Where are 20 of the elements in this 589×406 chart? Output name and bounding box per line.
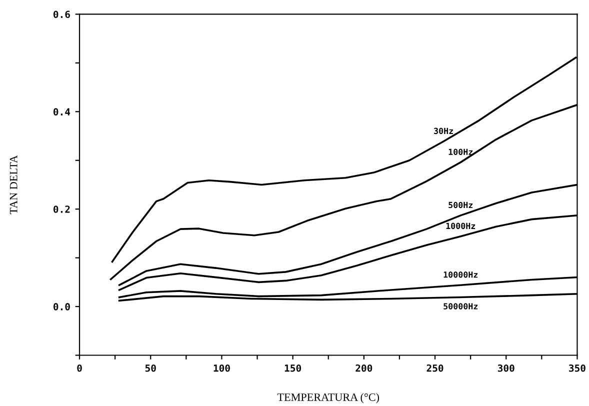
x-tick-label: 200 xyxy=(356,364,372,372)
series-label: 1000Hz xyxy=(446,222,476,230)
series-label: 50000Hz xyxy=(444,303,478,310)
x-tick-label: 100 xyxy=(214,364,230,372)
series-label: 500Hz xyxy=(448,202,473,208)
x-tick-label: 0 xyxy=(77,364,82,372)
y-tick-label: 0.4 xyxy=(54,108,70,116)
series-label: 100Hz xyxy=(448,148,473,156)
y-tick-label: 0.6 xyxy=(54,10,70,18)
x-axis-title: TEMPERATURA (°C) xyxy=(277,393,380,404)
x-tick-label: 150 xyxy=(284,364,302,372)
y-tick-label: 0.2 xyxy=(54,206,70,213)
series-label: 30Hz xyxy=(434,128,453,134)
y-tick-label: 0.0 xyxy=(54,303,70,310)
x-tick-label: 350 xyxy=(569,364,586,372)
y-axis-title: TAN DELTA xyxy=(10,155,18,214)
x-tick-label: 300 xyxy=(498,364,514,372)
series-label: 10000Hz xyxy=(444,271,478,278)
x-tick-label: 50 xyxy=(145,364,156,372)
x-tick-label: 250 xyxy=(426,364,444,372)
